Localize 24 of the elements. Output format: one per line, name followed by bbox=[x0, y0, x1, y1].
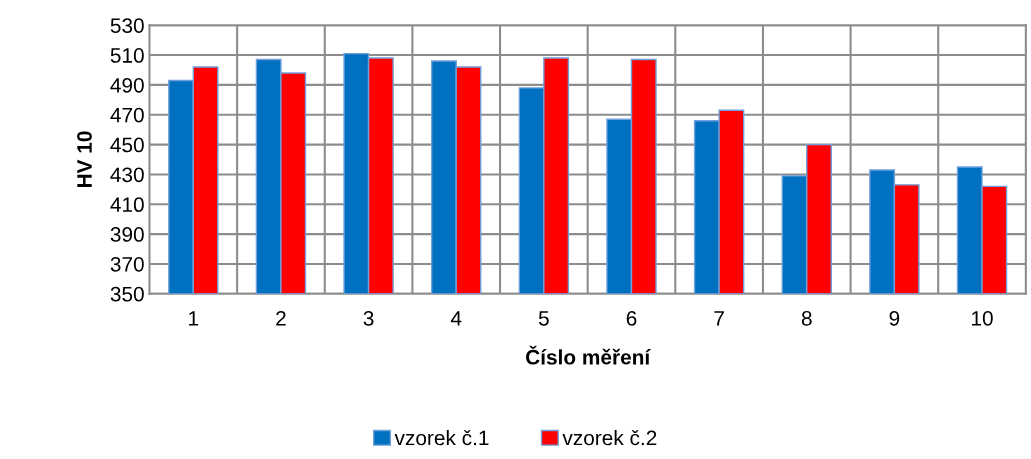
legend-label: vzorek č.1 bbox=[394, 429, 489, 446]
y-axis-title: HV 10 bbox=[77, 131, 92, 188]
y-tick-label: 390 bbox=[110, 227, 144, 242]
y-tick-label: 490 bbox=[110, 77, 144, 93]
x-tick-label: 5 bbox=[538, 311, 549, 326]
legend-label: vzorek č.2 bbox=[562, 429, 657, 446]
x-tick-label: 9 bbox=[889, 310, 900, 326]
x-axis-title: Číslo měření bbox=[526, 345, 651, 365]
y-tick-label: 450 bbox=[110, 137, 144, 153]
y-tick-label: 350 bbox=[110, 286, 144, 302]
x-tick-label: 10 bbox=[972, 310, 993, 326]
x-tick-label: 7 bbox=[714, 311, 724, 326]
x-tick-label: 8 bbox=[801, 310, 812, 326]
x-tick-label: 2 bbox=[276, 310, 286, 326]
x-tick-label: 3 bbox=[363, 310, 374, 326]
x-tick-label: 4 bbox=[450, 311, 462, 326]
y-tick-label: 430 bbox=[110, 167, 144, 183]
x-tick-label: 6 bbox=[626, 310, 637, 326]
y-tick-label: 370 bbox=[110, 256, 144, 272]
x-tick-label: 1 bbox=[189, 311, 199, 326]
y-tick-label: 470 bbox=[110, 107, 144, 123]
y-tick-label: 530 bbox=[110, 18, 144, 33]
y-tick-label: 510 bbox=[110, 48, 144, 63]
y-tick-label: 410 bbox=[110, 197, 144, 213]
